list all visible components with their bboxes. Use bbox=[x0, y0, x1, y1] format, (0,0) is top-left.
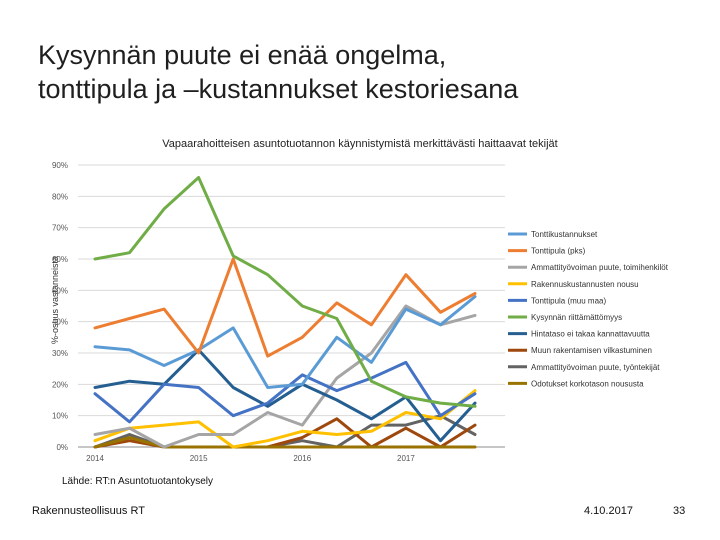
slide-title: Kysynnän puute ei enää ongelma, tonttipu… bbox=[38, 38, 698, 106]
x-tick-label: 2015 bbox=[190, 454, 208, 463]
legend: Tonttikustannukset Tonttipula (pks) Ammatt… bbox=[508, 230, 669, 388]
page-number: 33 bbox=[673, 505, 686, 517]
series-lines bbox=[93, 176, 477, 449]
legend-label: Tonttipula (muu maa) bbox=[531, 296, 606, 305]
series-line-tonttikustannukset bbox=[93, 295, 477, 389]
legend-label: Ammattityövoiman puute, työntekijät bbox=[531, 363, 660, 372]
series-line-kysynnän-riittämättömyys bbox=[93, 176, 477, 408]
source-note: Lähde: RT:n Asuntotuotantokysely bbox=[62, 476, 214, 487]
y-tick-label: 60% bbox=[52, 255, 68, 264]
slide-date: 4.10.2017 bbox=[584, 505, 633, 517]
y-tick-label: 90% bbox=[52, 161, 68, 170]
legend-label: Tonttikustannukset bbox=[531, 230, 598, 239]
slide-title-line-1: Kysynnän puute ei enää ongelma, bbox=[38, 40, 447, 70]
series-line-tonttipula-pks bbox=[93, 257, 477, 358]
y-tick-label: 70% bbox=[52, 224, 68, 233]
legend-label: Tonttipula (pks) bbox=[531, 247, 586, 256]
series-line-rakennuskustannusten-nousu bbox=[93, 389, 477, 449]
y-tick-label: 10% bbox=[52, 412, 68, 421]
legend-label: Hintataso ei takaa kannattavuutta bbox=[531, 330, 650, 339]
legend-label: Ammattityövoiman puute, toimihenkilöt bbox=[531, 263, 669, 272]
series-line-tonttipula-muu-maa bbox=[93, 360, 477, 424]
y-tick-label: 80% bbox=[52, 192, 68, 201]
y-tick-label: 50% bbox=[52, 286, 68, 295]
legend-label: Odotukset korkotason noususta bbox=[531, 379, 644, 388]
grid: 0% 10% 20% 30% 40% 50% 60% 70% 80% 90% bbox=[52, 161, 505, 452]
legend-label: Muun rakentamisen vilkastuminen bbox=[531, 346, 652, 355]
y-axis-label: %-osuus vastanneista bbox=[50, 256, 60, 344]
legend-label: Kysynnän riittämättömyys bbox=[531, 313, 622, 322]
chart-title: Vapaarahoitteisen asuntotuotannon käynni… bbox=[162, 138, 557, 150]
y-tick-label: 40% bbox=[52, 318, 68, 327]
series-line-ammattityövoiman-puute-toimihenkilöt bbox=[93, 304, 477, 449]
x-tick-label: 2016 bbox=[293, 454, 311, 463]
y-tick-label: 30% bbox=[52, 349, 68, 358]
x-tick-label: 2017 bbox=[397, 454, 415, 463]
x-axis-ticks: 2014 2015 2016 2017 bbox=[86, 454, 415, 463]
y-tick-label: 0% bbox=[56, 443, 68, 452]
legend-label: Rakennuskustannusten nousu bbox=[531, 280, 639, 289]
slide-title-line-2: tonttipula ja –kustannukset kestoriesana bbox=[38, 74, 519, 104]
series-line-hintataso-ei-takaa-kannattavuutta bbox=[93, 348, 477, 443]
x-tick-label: 2014 bbox=[86, 454, 104, 463]
company-name: Rakennusteollisuus RT bbox=[32, 505, 145, 517]
y-tick-label: 20% bbox=[52, 380, 68, 389]
